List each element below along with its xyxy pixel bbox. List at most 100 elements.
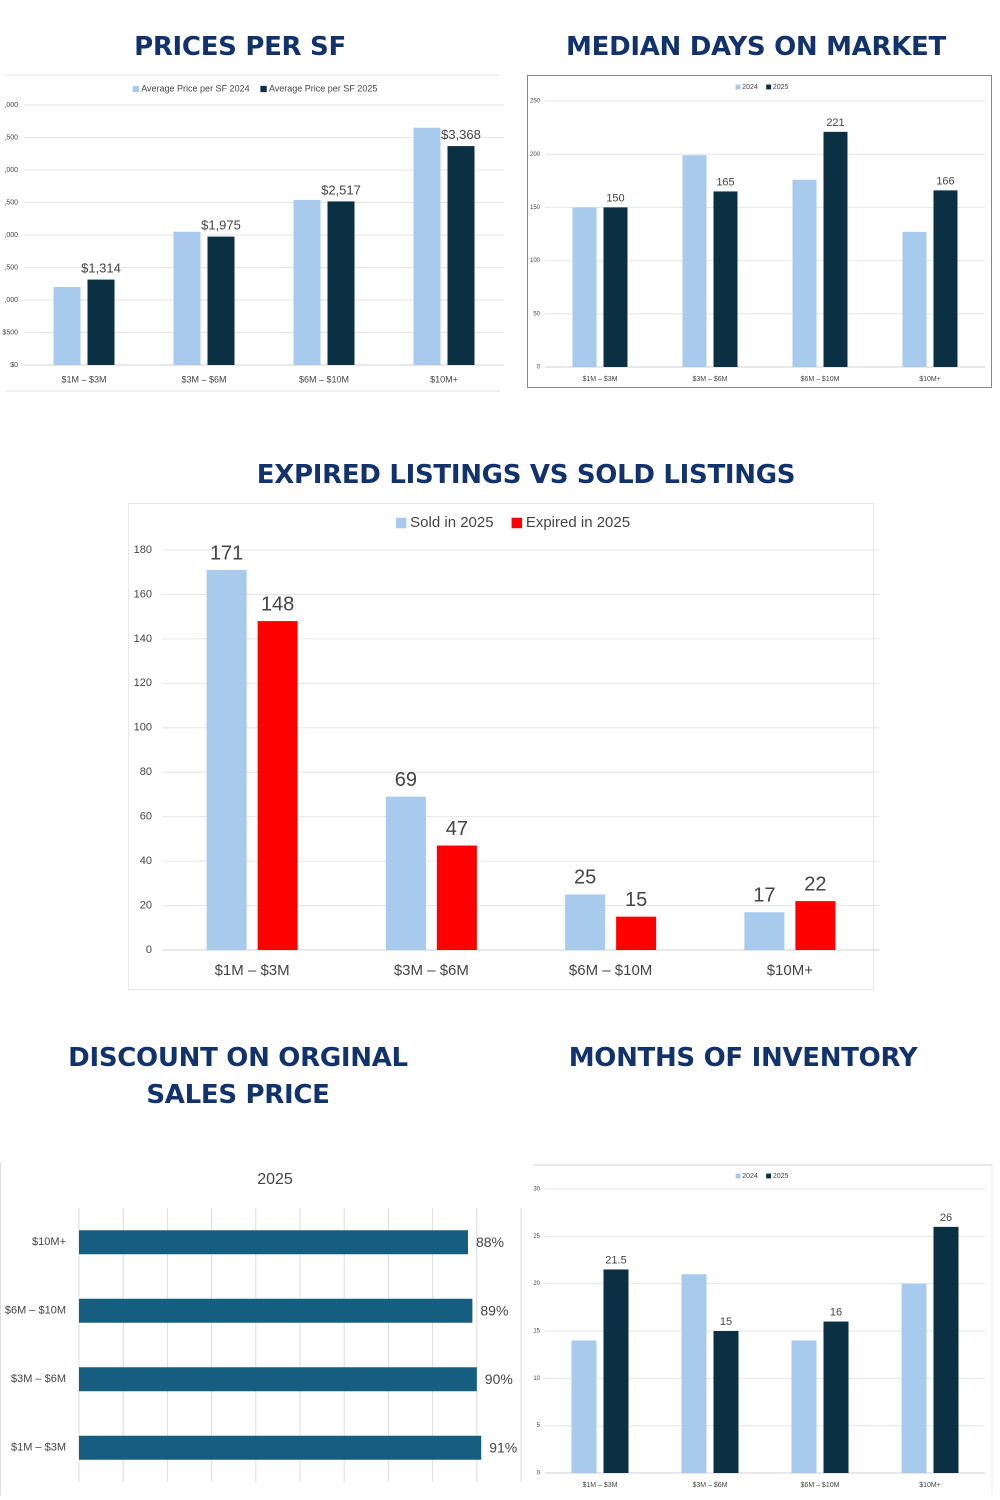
bar: [413, 127, 441, 365]
x-tick-label: $1M – $3M: [215, 962, 290, 979]
x-tick-label: $10M+: [919, 1482, 941, 1489]
bar: [744, 912, 785, 950]
y-tick-label: 80: [140, 766, 152, 778]
data-label: 47: [446, 818, 468, 840]
legend-swatch: [735, 84, 741, 90]
y-tick-label: 250: [530, 99, 541, 105]
y-tick-label: 0: [146, 944, 152, 956]
data-label: 171: [210, 542, 243, 564]
legend-label: Average Price per SF 2025: [269, 83, 377, 93]
y-tick-label: ,000: [4, 102, 18, 109]
bar: [293, 199, 321, 365]
data-label: 90%: [485, 1371, 513, 1387]
chart-title: PRICES PER SF: [134, 32, 346, 62]
x-tick-label: $10M+: [919, 376, 941, 383]
bar: [823, 131, 848, 367]
x-tick-label: $3M – $6M: [692, 1482, 727, 1489]
y-tick-label: 20: [140, 899, 152, 911]
y-tick-label: ,000: [4, 167, 18, 174]
y-tick-label: $10M+: [32, 1236, 66, 1248]
bar: [713, 191, 738, 367]
legend-swatch: [735, 1173, 741, 1179]
bar: [681, 1274, 707, 1473]
data-label: 91%: [489, 1439, 517, 1455]
y-tick-label: 15: [533, 1329, 540, 1335]
bar: [207, 236, 235, 365]
bar: [791, 1340, 817, 1473]
x-tick-label: $1M – $3M: [582, 1482, 617, 1489]
bar: [79, 1298, 473, 1323]
legend-swatch: [511, 517, 523, 529]
data-label: 89%: [480, 1302, 508, 1318]
bar: [603, 207, 628, 367]
y-tick-label: 0: [537, 365, 541, 371]
chart-title: EXPIRED LISTINGS VS SOLD LISTINGS: [256, 460, 796, 490]
data-label: 165: [716, 177, 734, 189]
data-label: 17: [753, 885, 775, 907]
x-tick-label: $3M – $6M: [394, 962, 469, 979]
bar: [447, 146, 475, 365]
data-label: 150: [606, 193, 624, 205]
legend-swatch: [260, 85, 267, 93]
x-tick-label: $1M – $3M: [61, 374, 106, 384]
data-label: $3,368: [441, 127, 481, 142]
x-tick-label: $3M – $6M: [181, 374, 226, 384]
chart-title: MEDIAN DAYS ON MARKET: [566, 32, 946, 62]
y-tick-label: 20: [533, 1281, 540, 1287]
y-tick-label: $6M – $10M: [5, 1305, 66, 1317]
y-tick-label: 60: [140, 811, 152, 823]
legend-label: 2024: [742, 84, 758, 91]
frame: [527, 75, 992, 388]
y-tick-label: 25: [533, 1234, 540, 1240]
y-tick-label: 40: [140, 855, 152, 867]
y-tick-label: 5: [537, 1423, 541, 1429]
y-tick-label: 120: [134, 677, 152, 689]
bar: [572, 207, 597, 367]
data-label: 166: [936, 175, 954, 187]
bar: [603, 1269, 629, 1473]
y-tick-label: 30: [533, 1187, 540, 1193]
y-tick-label: 180: [134, 544, 152, 556]
chart-subtitle: 2025: [257, 1171, 293, 1188]
y-tick-label: 100: [530, 258, 541, 264]
data-label: 16: [830, 1307, 842, 1319]
y-tick-label: 160: [134, 588, 152, 600]
data-label: 25: [574, 867, 596, 889]
bar: [616, 916, 657, 950]
x-tick-label: $6M – $10M: [569, 962, 652, 979]
bar: [79, 1367, 477, 1392]
y-tick-label: 140: [134, 633, 152, 645]
y-tick-label: $500: [2, 329, 18, 336]
data-label: 148: [261, 593, 294, 615]
x-tick-label: $10M+: [430, 374, 458, 384]
legend-swatch: [766, 84, 772, 90]
bar: [933, 1226, 959, 1473]
bar: [87, 279, 115, 365]
data-label: $1,975: [201, 218, 241, 233]
y-tick-label: $3M – $6M: [11, 1373, 66, 1385]
y-tick-label: $0: [10, 362, 18, 369]
chart-title: MONTHS OF INVENTORY: [568, 1043, 918, 1073]
data-label: 221: [826, 117, 844, 129]
frame: [128, 503, 874, 990]
bar: [933, 190, 958, 367]
legend-label: 2024: [742, 1173, 758, 1180]
legend-swatch: [395, 517, 407, 529]
data-label: 15: [720, 1316, 732, 1328]
y-tick-label: 50: [533, 311, 540, 317]
bar: [436, 845, 477, 950]
y-tick-label: ,500: [4, 264, 18, 271]
y-tick-label: ,500: [4, 134, 18, 141]
x-tick-label: $6M – $10M: [299, 374, 349, 384]
bar: [385, 796, 426, 950]
bar: [902, 231, 927, 367]
bar: [565, 894, 606, 950]
bar: [53, 287, 81, 365]
bar: [682, 155, 707, 367]
legend-swatch: [132, 85, 139, 93]
y-tick-label: 0: [537, 1471, 541, 1477]
bar: [79, 1435, 482, 1460]
y-tick-label: ,000: [4, 232, 18, 239]
